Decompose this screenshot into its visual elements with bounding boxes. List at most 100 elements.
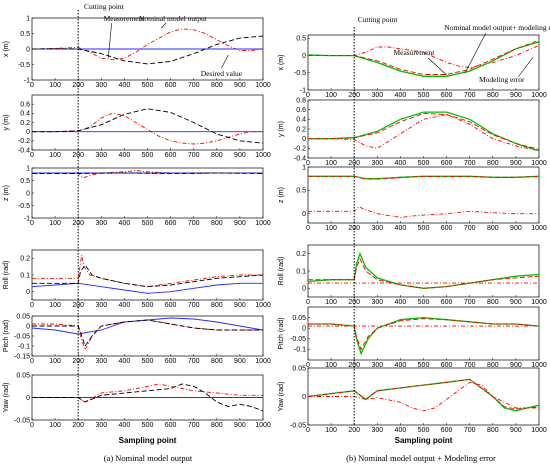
x-tick-label: 1000 [531, 225, 547, 232]
x-tick-label: 600 [165, 220, 177, 227]
annotation-cutting-point: Cutting point [358, 15, 399, 24]
x-tick-label: 800 [211, 302, 223, 309]
x-tick-label: 0 [306, 92, 310, 99]
y-tick-label: 0.2 [20, 256, 30, 263]
chart-panel-b: 0 100 200 300 400 500 600 700 800 900 10000.50-0.5… [278, 15, 550, 463]
annotation-arrow [464, 32, 487, 74]
x-tick-label: 700 [464, 427, 476, 434]
panel-caption: (b) Nominal model output + Modeling erro… [346, 453, 496, 463]
annotation-measurement: Measurement [393, 48, 435, 57]
x-tick-label: 400 [395, 160, 407, 167]
x-tick-label: 600 [165, 152, 177, 159]
x-tick-label: 900 [510, 299, 522, 306]
x-tick-label: 100 [49, 358, 61, 365]
x-tick-label: 400 [395, 225, 407, 232]
x-tick-label: 400 [395, 299, 407, 306]
x-tick-label: 100 [49, 302, 61, 309]
x-tick-label: 100 [49, 422, 61, 429]
x-tick-label: 600 [165, 82, 177, 89]
x-tick-label: 1000 [255, 152, 271, 159]
x-tick-label: 500 [418, 299, 430, 306]
x-tick-label: 400 [395, 362, 407, 369]
series-line-modeling-error [308, 114, 539, 152]
y-tick-label: -0.5 [294, 70, 306, 77]
series-line-measurement [308, 39, 539, 75]
x-tick-label: 800 [487, 362, 499, 369]
x-tick-label: 800 [211, 220, 223, 227]
x-tick-label: 900 [234, 422, 246, 429]
y-tick-label: 0 [26, 129, 30, 136]
x-tick-label: 1000 [531, 299, 547, 306]
y-tick-label: 0.6 [296, 107, 306, 114]
subplot-z: 0100200300400500600700800900100010.50z (… [278, 164, 547, 232]
x-tick-label: 200 [348, 362, 360, 369]
x-tick-label: 500 [142, 302, 154, 309]
x-tick-label: 0 [306, 299, 310, 306]
x-tick-label: 100 [325, 299, 337, 306]
y-tick-label: 1 [26, 165, 30, 172]
x-tick-label: 600 [165, 422, 177, 429]
subplot-pitch: 010020030040050060070080090010000.050-0.… [3, 313, 271, 365]
series-group [308, 378, 539, 412]
annotation-arrow [107, 22, 112, 59]
y-tick-label: -0.05 [290, 336, 306, 343]
y-axis-label: x (m) [278, 55, 285, 71]
x-axis-label: Sampling point [395, 436, 453, 445]
y-tick-label: 0 [26, 190, 30, 197]
y-tick-label: -0.1 [294, 347, 306, 354]
subplot-roll: 010020030040050060070080090010000.20.10R… [3, 249, 271, 309]
x-tick-label: 900 [510, 427, 522, 434]
x-tick-label: 500 [418, 427, 430, 434]
y-tick-label: -0.5 [18, 62, 30, 69]
x-tick-label: 300 [95, 358, 107, 365]
x-tick-label: 300 [95, 82, 107, 89]
y-axis-label: y (m) [3, 115, 10, 131]
x-tick-label: 800 [487, 427, 499, 434]
y-axis-label: z (m) [3, 185, 10, 201]
annotation-nominal-output: Nominal model output [139, 14, 208, 23]
x-tick-label: 800 [487, 299, 499, 306]
series-line-desired [32, 264, 263, 288]
y-tick-label: 0.1 [20, 272, 30, 279]
x-tick-label: 300 [371, 160, 383, 167]
y-axis-label: Roll (rad) [3, 261, 10, 290]
series-line-nominal [32, 282, 263, 294]
y-tick-label: 0.2 [20, 120, 30, 127]
y-axis-label: Pitch (rad) [278, 317, 285, 349]
x-tick-label: 600 [441, 92, 453, 99]
x-tick-label: 0 [30, 422, 34, 429]
x-tick-label: 400 [119, 422, 131, 429]
x-tick-label: 800 [211, 152, 223, 159]
y-tick-label: 0 [302, 394, 306, 401]
y-tick-label: 0 [302, 53, 306, 60]
series-line-modeling-error [308, 44, 539, 69]
x-tick-label: 0 [306, 160, 310, 167]
series-group [308, 111, 539, 152]
x-tick-label: 700 [464, 160, 476, 167]
x-tick-label: 900 [234, 82, 246, 89]
y-tick-label: -0.05 [290, 422, 306, 429]
y-tick-label: 0.5 [20, 178, 30, 185]
x-tick-label: 800 [211, 82, 223, 89]
x-axis-label: Sampling point [119, 436, 177, 445]
x-tick-label: 100 [325, 427, 337, 434]
x-tick-label: 0 [30, 220, 34, 227]
y-axis-label: Yaw (rad) [3, 383, 10, 413]
x-tick-label: 800 [211, 358, 223, 365]
x-tick-label: 1000 [255, 358, 271, 365]
y-tick-label: 0.6 [20, 101, 30, 108]
x-tick-label: 600 [441, 362, 453, 369]
series-group [32, 170, 263, 179]
y-tick-label: 0.2 [296, 126, 306, 133]
y-tick-label: -0.05 [14, 417, 30, 424]
y-tick-label: 0.05 [16, 372, 30, 379]
y-tick-label: 1 [302, 164, 306, 171]
x-tick-label: 900 [234, 358, 246, 365]
x-tick-label: 700 [188, 220, 200, 227]
x-tick-label: 1000 [531, 160, 547, 167]
y-tick-label: 0.2 [296, 251, 306, 258]
x-tick-label: 600 [441, 160, 453, 167]
series-line-desired [32, 383, 263, 412]
